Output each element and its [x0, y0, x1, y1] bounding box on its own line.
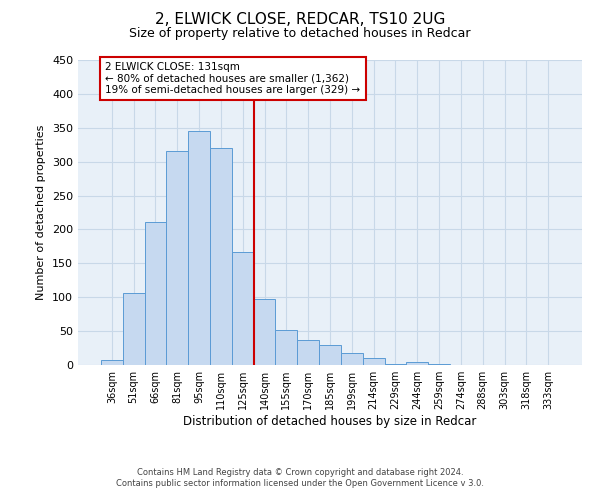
Text: Contains HM Land Registry data © Crown copyright and database right 2024.
Contai: Contains HM Land Registry data © Crown c… [116, 468, 484, 487]
Bar [254, 300, 275, 365]
Bar [166, 151, 188, 365]
Bar [123, 293, 145, 365]
Bar [297, 340, 319, 365]
Text: 2 ELWICK CLOSE: 131sqm
← 80% of detached houses are smaller (1,362)
19% of semi-: 2 ELWICK CLOSE: 131sqm ← 80% of detached… [105, 62, 361, 95]
Bar [210, 148, 232, 365]
Bar [101, 360, 123, 365]
Bar [275, 330, 297, 365]
Bar [428, 364, 450, 365]
Y-axis label: Number of detached properties: Number of detached properties [37, 125, 46, 300]
Bar [363, 358, 385, 365]
Text: 2, ELWICK CLOSE, REDCAR, TS10 2UG: 2, ELWICK CLOSE, REDCAR, TS10 2UG [155, 12, 445, 28]
Bar [406, 362, 428, 365]
Bar [145, 222, 166, 365]
X-axis label: Distribution of detached houses by size in Redcar: Distribution of detached houses by size … [184, 415, 476, 428]
Bar [232, 252, 254, 365]
Bar [341, 353, 363, 365]
Bar [319, 344, 341, 365]
Bar [385, 364, 406, 365]
Text: Size of property relative to detached houses in Redcar: Size of property relative to detached ho… [129, 28, 471, 40]
Bar [188, 131, 210, 365]
